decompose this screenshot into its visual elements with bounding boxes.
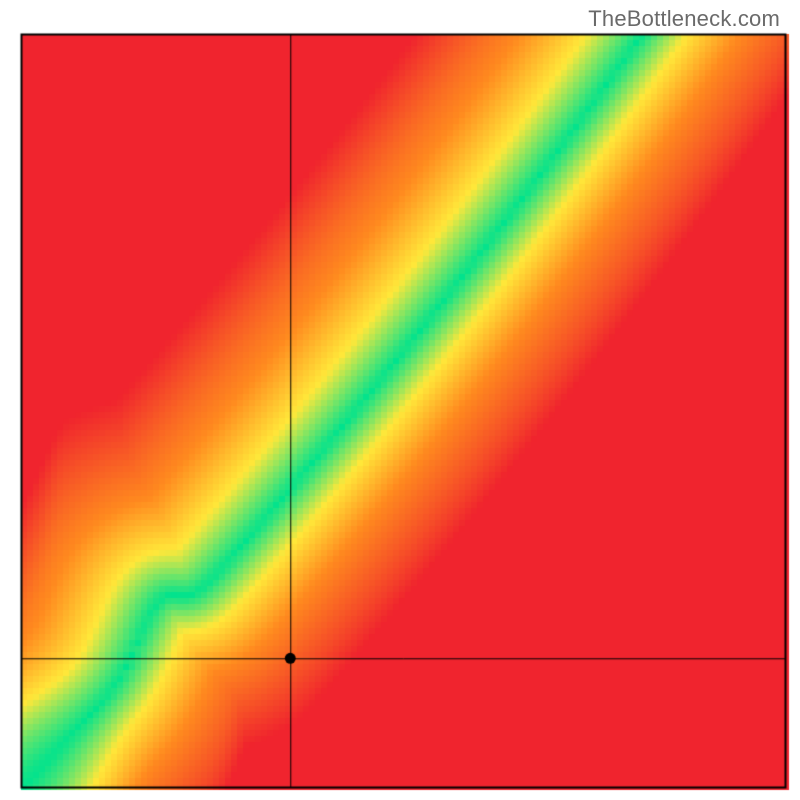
- heatmap-canvas: [0, 0, 800, 800]
- watermark-label: TheBottleneck.com: [588, 6, 780, 32]
- chart-container: TheBottleneck.com: [0, 0, 800, 800]
